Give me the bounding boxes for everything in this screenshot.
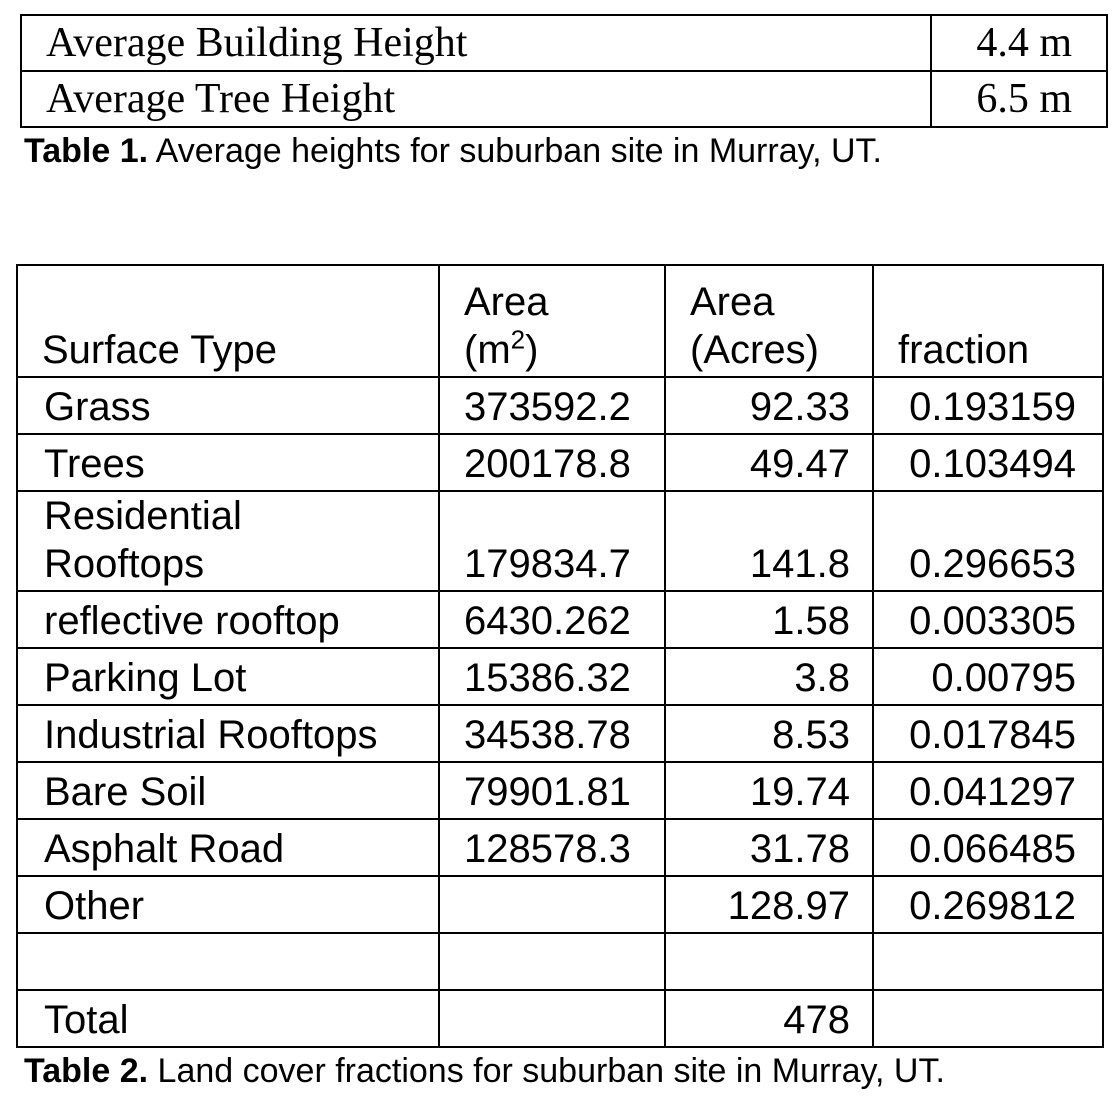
cell-area-acres: 92.33 — [664, 376, 874, 435]
cell-area-m2: 200178.8 — [438, 433, 666, 492]
cell-area-acres: 478 — [664, 989, 874, 1048]
average-heights-table: Average Building Height 4.4 m Average Tr… — [20, 14, 1108, 128]
table-row: reflective rooftop 6430.262 1.58 0.00330… — [16, 590, 1104, 649]
cell-area-m2: 15386.32 — [438, 647, 666, 706]
cell-area-m2 — [438, 875, 666, 934]
row-value: 4.4 m — [930, 14, 1108, 72]
table-row — [16, 932, 1104, 991]
header-line: (m — [464, 328, 511, 372]
cell-fraction: 0.269812 — [872, 875, 1104, 934]
row-value: 6.5 m — [930, 70, 1108, 128]
table-row: Average Building Height 4.4 m — [20, 14, 1108, 72]
header-area-m2: Area (m2) — [438, 264, 666, 378]
cell-area-acres: 128.97 — [664, 875, 874, 934]
cell-surface-type: Grass — [16, 376, 440, 435]
cell-fraction: 0.193159 — [872, 376, 1104, 435]
cell-surface-type: Asphalt Road — [16, 818, 440, 877]
cell-fraction — [872, 989, 1104, 1048]
cell-area-m2 — [438, 989, 666, 1048]
cell-fraction — [872, 932, 1104, 991]
cell-surface-type: Parking Lot — [16, 647, 440, 706]
caption-text: Average heights for suburban site in Mur… — [148, 132, 882, 170]
table-row: Parking Lot 15386.32 3.8 0.00795 — [16, 647, 1104, 706]
cell-surface-type: reflective rooftop — [16, 590, 440, 649]
table-row: Trees 200178.8 49.47 0.103494 — [16, 433, 1104, 492]
cell-area-m2: 128578.3 — [438, 818, 666, 877]
cell-area-acres: 31.78 — [664, 818, 874, 877]
cell-area-acres: 49.47 — [664, 433, 874, 492]
cell-area-acres: 1.58 — [664, 590, 874, 649]
cell-fraction: 0.041297 — [872, 761, 1104, 820]
cell-line: Rooftops — [44, 542, 205, 586]
cell-area-m2: 179834.7 — [438, 490, 666, 592]
land-cover-table: Surface Type Area (m2) Area (Acres) fracti… — [16, 264, 1104, 1048]
cell-surface-type: Residential Rooftops — [16, 490, 440, 592]
table-row: Grass 373592.2 92.33 0.193159 — [16, 376, 1104, 435]
table-row: Bare Soil 79901.81 19.74 0.041297 — [16, 761, 1104, 820]
table-row: Total 478 — [16, 989, 1104, 1048]
header-line: Area — [464, 280, 549, 324]
header-surface-type: Surface Type — [16, 264, 440, 378]
cell-fraction: 0.066485 — [872, 818, 1104, 877]
header-line: ) — [525, 328, 539, 372]
table1-caption: Table 1. Average heights for suburban si… — [24, 132, 882, 171]
cell-area-m2: 373592.2 — [438, 376, 666, 435]
row-label: Average Tree Height — [20, 70, 932, 128]
cell-fraction: 0.017845 — [872, 704, 1104, 763]
cell-surface-type: Total — [16, 989, 440, 1048]
cell-surface-type: Bare Soil — [16, 761, 440, 820]
cell-fraction: 0.003305 — [872, 590, 1104, 649]
table2-caption: Table 2. Land cover fractions for suburb… — [24, 1052, 945, 1091]
cell-area-acres: 8.53 — [664, 704, 874, 763]
cell-area-acres: 141.8 — [664, 490, 874, 592]
cell-fraction: 0.103494 — [872, 433, 1104, 492]
cell-area-m2 — [438, 932, 666, 991]
table-row: Asphalt Road 128578.3 31.78 0.066485 — [16, 818, 1104, 877]
caption-label: Table 2. — [24, 1052, 149, 1090]
cell-line: Residential — [44, 494, 242, 538]
header-line: (Acres) — [690, 328, 819, 372]
header-line: Area — [690, 280, 775, 324]
caption-label: Table 1. — [24, 132, 149, 170]
cell-surface-type: Other — [16, 875, 440, 934]
caption-text: Land cover fractions for suburban site i… — [148, 1052, 945, 1090]
cell-area-m2: 34538.78 — [438, 704, 666, 763]
header-area-acres: Area (Acres) — [664, 264, 874, 378]
table-row: Other 128.97 0.269812 — [16, 875, 1104, 934]
row-label: Average Building Height — [20, 14, 932, 72]
table-row: Industrial Rooftops 34538.78 8.53 0.0178… — [16, 704, 1104, 763]
cell-surface-type: Industrial Rooftops — [16, 704, 440, 763]
cell-area-acres: 3.8 — [664, 647, 874, 706]
cell-area-acres — [664, 932, 874, 991]
cell-fraction: 0.00795 — [872, 647, 1104, 706]
cell-area-m2: 6430.262 — [438, 590, 666, 649]
header-fraction: fraction — [872, 264, 1104, 378]
cell-fraction: 0.296653 — [872, 490, 1104, 592]
superscript: 2 — [510, 324, 526, 355]
table-row: Average Tree Height 6.5 m — [20, 70, 1108, 128]
table-row: Residential Rooftops 179834.7 141.8 0.296… — [16, 490, 1104, 592]
cell-area-m2: 79901.81 — [438, 761, 666, 820]
table-header-row: Surface Type Area (m2) Area (Acres) fracti… — [16, 264, 1104, 378]
cell-surface-type: Trees — [16, 433, 440, 492]
cell-surface-type — [16, 932, 440, 991]
cell-area-acres: 19.74 — [664, 761, 874, 820]
